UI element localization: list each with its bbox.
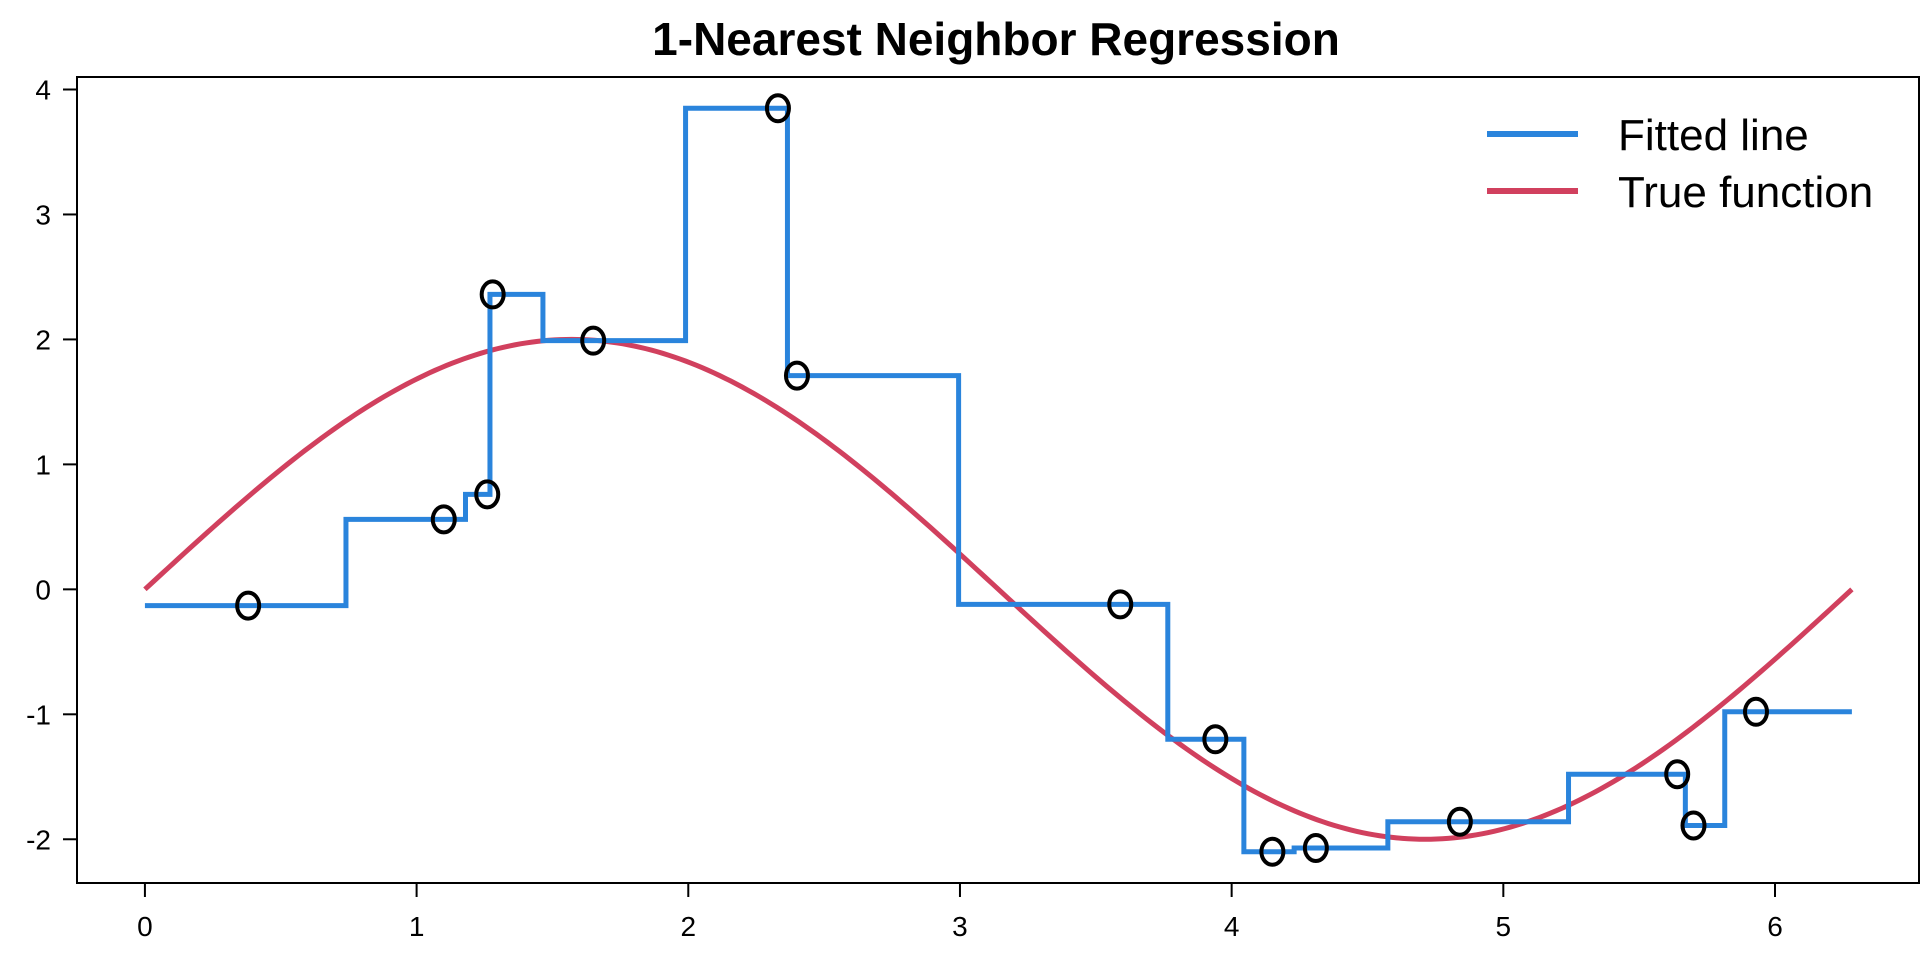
data-points (235, 93, 1769, 867)
x-tick-label: 5 (1496, 911, 1512, 942)
x-axis: 0 1 2 3 4 5 6 (137, 882, 1783, 942)
y-tick-label: 4 (35, 74, 51, 105)
data-point (1664, 759, 1691, 790)
data-point (1742, 696, 1769, 727)
x-tick-label: 6 (1767, 911, 1783, 942)
x-tick-label: 1 (409, 911, 425, 942)
y-tick-label: 1 (35, 449, 51, 480)
data-point (1202, 724, 1229, 755)
data-point (764, 93, 791, 124)
y-tick-label: 2 (35, 324, 51, 355)
series-true-function (143, 336, 1854, 842)
data-point (1259, 836, 1286, 867)
y-tick-label: 3 (35, 199, 51, 230)
legend: Fitted line True function (1487, 111, 1873, 217)
data-point (580, 325, 607, 356)
x-tick-label: 4 (1224, 911, 1240, 942)
chart-title: 1-Nearest Neighbor Regression (652, 13, 1340, 65)
data-point (1107, 589, 1134, 620)
data-point (474, 479, 501, 510)
x-tick-label: 3 (952, 911, 968, 942)
data-point (1446, 806, 1473, 837)
legend-label-fitted-line: Fitted line (1618, 111, 1809, 160)
legend-label-true-function: True function (1618, 168, 1873, 217)
data-point (430, 504, 457, 535)
x-tick-label: 2 (680, 911, 696, 942)
y-tick-label: 0 (35, 574, 51, 605)
data-point (479, 279, 506, 310)
plot-lines (143, 105, 1854, 855)
y-tick-label: -2 (26, 824, 51, 855)
data-point (1302, 833, 1329, 864)
series-fitted-line (144, 105, 1852, 855)
y-tick-label: -1 (26, 699, 51, 730)
x-tick-label: 0 (137, 911, 153, 942)
y-axis: -2 -1 0 1 2 3 4 (26, 74, 78, 855)
data-point (1680, 810, 1707, 841)
data-point (783, 360, 810, 391)
data-point (235, 590, 262, 621)
